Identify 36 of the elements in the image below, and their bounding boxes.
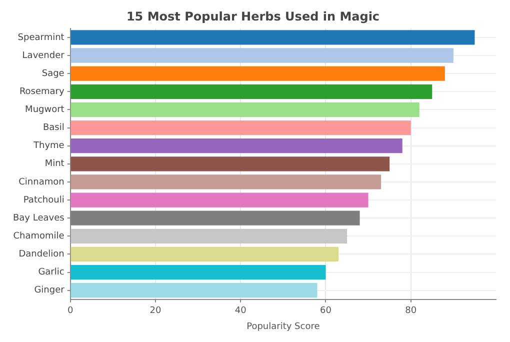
bar	[70, 228, 348, 244]
bar	[70, 48, 454, 63]
x-tick-label: 0	[67, 306, 74, 316]
y-tick-label: Bay Leaves	[12, 213, 65, 224]
bar	[70, 156, 390, 172]
y-tick-label: Thyme	[32, 141, 65, 152]
y-tick-label: Sage	[42, 68, 65, 79]
y-tick-label: Chamomile	[13, 232, 65, 242]
x-axis-title: Popularity Score	[246, 322, 320, 332]
y-tick-label: Garlic	[38, 268, 64, 278]
bar	[70, 192, 368, 208]
y-tick-label: Cinnamon	[18, 177, 64, 188]
bar	[70, 246, 339, 262]
chart-title: 15 Most Popular Herbs Used in Magic	[126, 9, 380, 24]
y-tick-label: Lavender	[22, 50, 65, 61]
x-tick-label: 20	[150, 306, 162, 316]
bar	[70, 138, 402, 154]
x-tick-label: 80	[405, 306, 417, 316]
y-tick-label: Mint	[44, 159, 65, 170]
bar	[70, 120, 411, 136]
y-tick-label: Mugwort	[25, 105, 65, 116]
y-tick-label: Spearmint	[18, 32, 65, 43]
y-tick-label: Rosemary	[19, 86, 66, 97]
bar	[70, 174, 382, 190]
bar	[70, 30, 475, 45]
x-tick-label: 40	[234, 306, 247, 316]
bar	[70, 283, 318, 298]
y-tick-label: Basil	[42, 123, 64, 134]
bar	[70, 264, 326, 280]
bar	[70, 102, 420, 118]
y-tick-label: Ginger	[34, 286, 65, 296]
bar	[70, 84, 432, 99]
bar	[70, 66, 445, 81]
y-tick-label: Dandelion	[18, 250, 64, 260]
y-tick-label: Patchouli	[23, 195, 64, 206]
x-tick-label: 60	[320, 306, 332, 316]
